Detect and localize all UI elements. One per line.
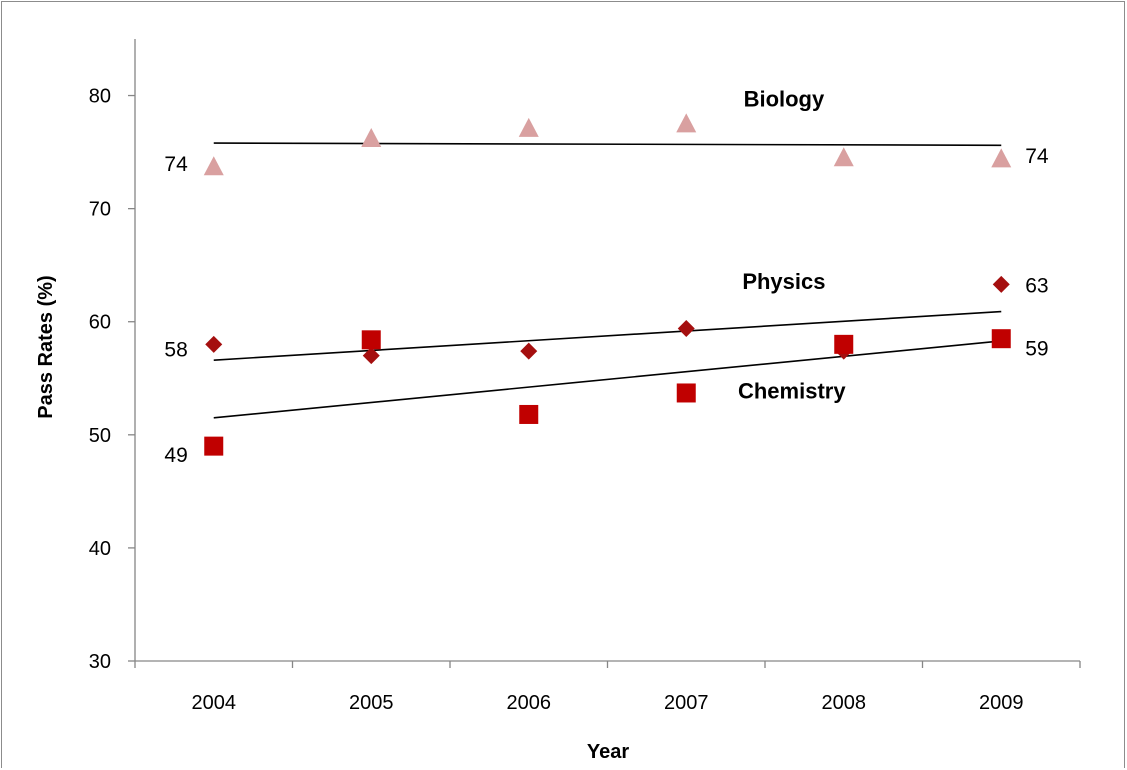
data-point-square: [834, 334, 854, 354]
tick-labels: 30 40 50 60 70 80 2004 2005 2006 2007 2008 2009: [89, 86, 1024, 714]
x-axis-title: Year: [587, 741, 629, 763]
data-point-square: [676, 383, 696, 403]
x-tick-label: 2009: [979, 692, 1024, 714]
data-point-triangle: [991, 148, 1012, 168]
y-tick-label: 30: [89, 651, 111, 673]
x-tick-label: 2005: [349, 692, 394, 714]
data-point-square: [519, 404, 539, 424]
data-point-triangle: [203, 156, 224, 176]
y-tick-label: 50: [89, 425, 111, 447]
axes: [128, 39, 1081, 668]
trend-line-chemistry: [213, 340, 1002, 419]
data-point-diamond: [992, 275, 1010, 293]
data-point-triangle: [361, 128, 382, 148]
data-label-last: 63: [1025, 274, 1048, 297]
series-label-chemistry: Chemistry: [738, 378, 846, 403]
data-point-triangle: [518, 117, 539, 137]
data-label-last: 74: [1025, 145, 1049, 168]
trend-lines: [213, 142, 1002, 419]
trend-line-physics: [213, 310, 1002, 361]
data-points: [203, 113, 1012, 456]
data-point-square: [204, 436, 224, 456]
y-tick-label: 70: [89, 199, 111, 221]
data-label-first: 49: [164, 444, 187, 467]
series-label-physics: Physics: [742, 269, 825, 294]
series-label-biology: Biology: [744, 87, 825, 112]
x-tick-label: 2007: [664, 692, 709, 714]
trend-line-biology: [213, 142, 1002, 147]
y-tick-label: 60: [89, 312, 111, 334]
x-tick-label: 2006: [507, 692, 552, 714]
data-point-triangle: [676, 113, 697, 133]
data-label-last: 59: [1025, 338, 1048, 361]
data-labels: Biology Physics Chemistry 74 74 58 63 49 59: [164, 87, 1049, 467]
y-tick-label: 80: [89, 86, 111, 108]
y-axis-title: Pass Rates (%): [35, 275, 57, 418]
y-tick-label: 40: [89, 538, 111, 560]
x-tick-label: 2004: [192, 692, 237, 714]
data-point-triangle: [833, 147, 854, 167]
data-point-diamond: [362, 347, 380, 365]
data-label-first: 58: [164, 338, 187, 361]
data-point-diamond: [677, 320, 695, 338]
x-tick-label: 2008: [822, 692, 867, 714]
data-point-diamond: [520, 342, 538, 360]
data-point-square: [361, 330, 381, 350]
data-point-diamond: [205, 335, 223, 353]
data-label-first: 74: [164, 153, 188, 176]
data-point-square: [991, 329, 1011, 349]
